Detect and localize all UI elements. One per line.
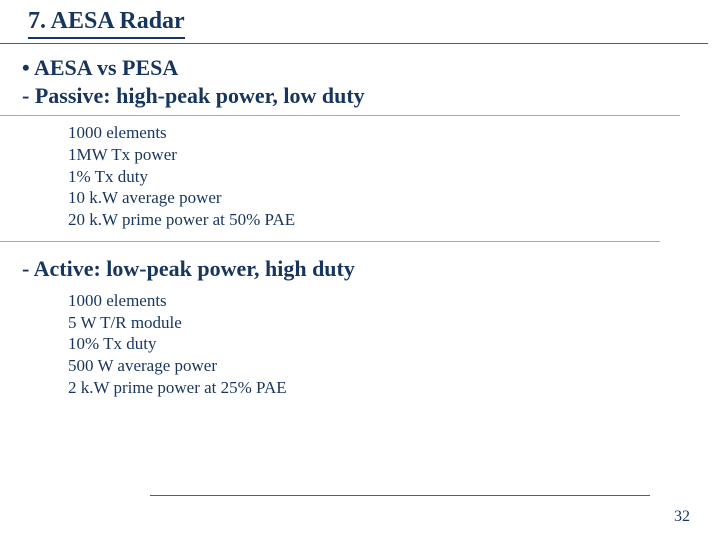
passive-details: 1000 elements 1MW Tx power 1% Tx duty 10… [0, 116, 660, 242]
page-number: 32 [674, 508, 690, 526]
passive-item: 1% Tx duty [68, 166, 660, 188]
active-item: 5 W T/R module [68, 312, 720, 334]
slide-title: 7. AESA Radar [28, 8, 185, 39]
active-item: 1000 elements [68, 290, 720, 312]
passive-item: 20 k.W prime power at 50% PAE [68, 209, 660, 231]
section2-header: - Active: low-peak power, high duty [0, 242, 720, 284]
passive-item: 1000 elements [68, 122, 660, 144]
footer-divider [150, 495, 650, 496]
active-heading: - Active: low-peak power, high duty [22, 256, 720, 282]
title-container: 7. AESA Radar [0, 0, 708, 44]
section1-header: • AESA vs PESA - Passive: high-peak powe… [0, 44, 680, 116]
active-details: 1000 elements 5 W T/R module 10% Tx duty… [0, 284, 720, 403]
active-item: 2 k.W prime power at 25% PAE [68, 377, 720, 399]
passive-heading: - Passive: high-peak power, low duty [22, 82, 680, 110]
bullet-aesa-vs-pesa: • AESA vs PESA [22, 54, 680, 82]
active-item: 10% Tx duty [68, 333, 720, 355]
passive-item: 10 k.W average power [68, 187, 660, 209]
passive-item: 1MW Tx power [68, 144, 660, 166]
active-item: 500 W average power [68, 355, 720, 377]
